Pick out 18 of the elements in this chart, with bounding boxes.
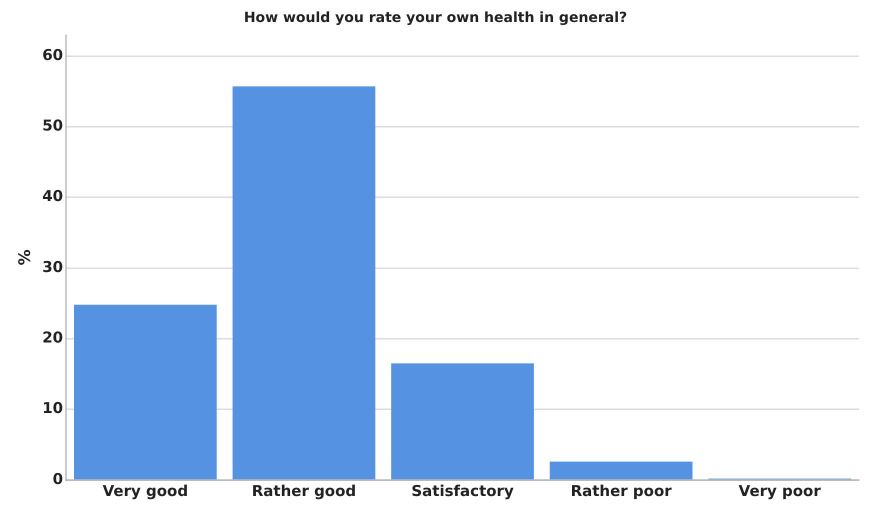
bar: [550, 462, 692, 480]
y-tick-label: 40: [42, 187, 64, 206]
bar: [232, 86, 376, 480]
bar: [74, 304, 217, 480]
x-tick-label: Very poor: [738, 482, 822, 500]
y-tick-label: 0: [52, 470, 64, 488]
y-axis-title: %: [14, 249, 34, 266]
y-tick-label: 50: [42, 116, 64, 135]
y-tick-label: 10: [42, 399, 64, 418]
y-tick-label: 20: [42, 328, 64, 347]
bar: [391, 363, 534, 480]
chart-title: How would you rate your own health in general?: [244, 10, 628, 26]
x-tick-label: Rather poor: [570, 482, 672, 500]
x-tick-label: Very good: [102, 482, 188, 500]
y-tick-label: 30: [42, 258, 64, 276]
x-tick-label: Rather good: [252, 482, 356, 500]
y-tick-label: 60: [42, 46, 64, 64]
x-tick-label: Satisfactory: [411, 482, 514, 500]
